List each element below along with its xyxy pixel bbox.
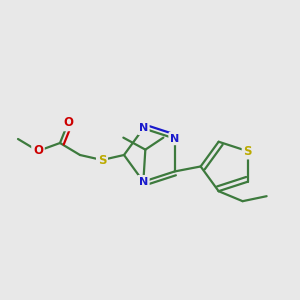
- Text: S: S: [243, 145, 252, 158]
- Text: S: S: [98, 154, 106, 166]
- Text: N: N: [139, 123, 148, 134]
- Text: O: O: [33, 145, 43, 158]
- Text: N: N: [139, 177, 148, 187]
- Text: N: N: [170, 134, 179, 143]
- Text: O: O: [63, 116, 73, 130]
